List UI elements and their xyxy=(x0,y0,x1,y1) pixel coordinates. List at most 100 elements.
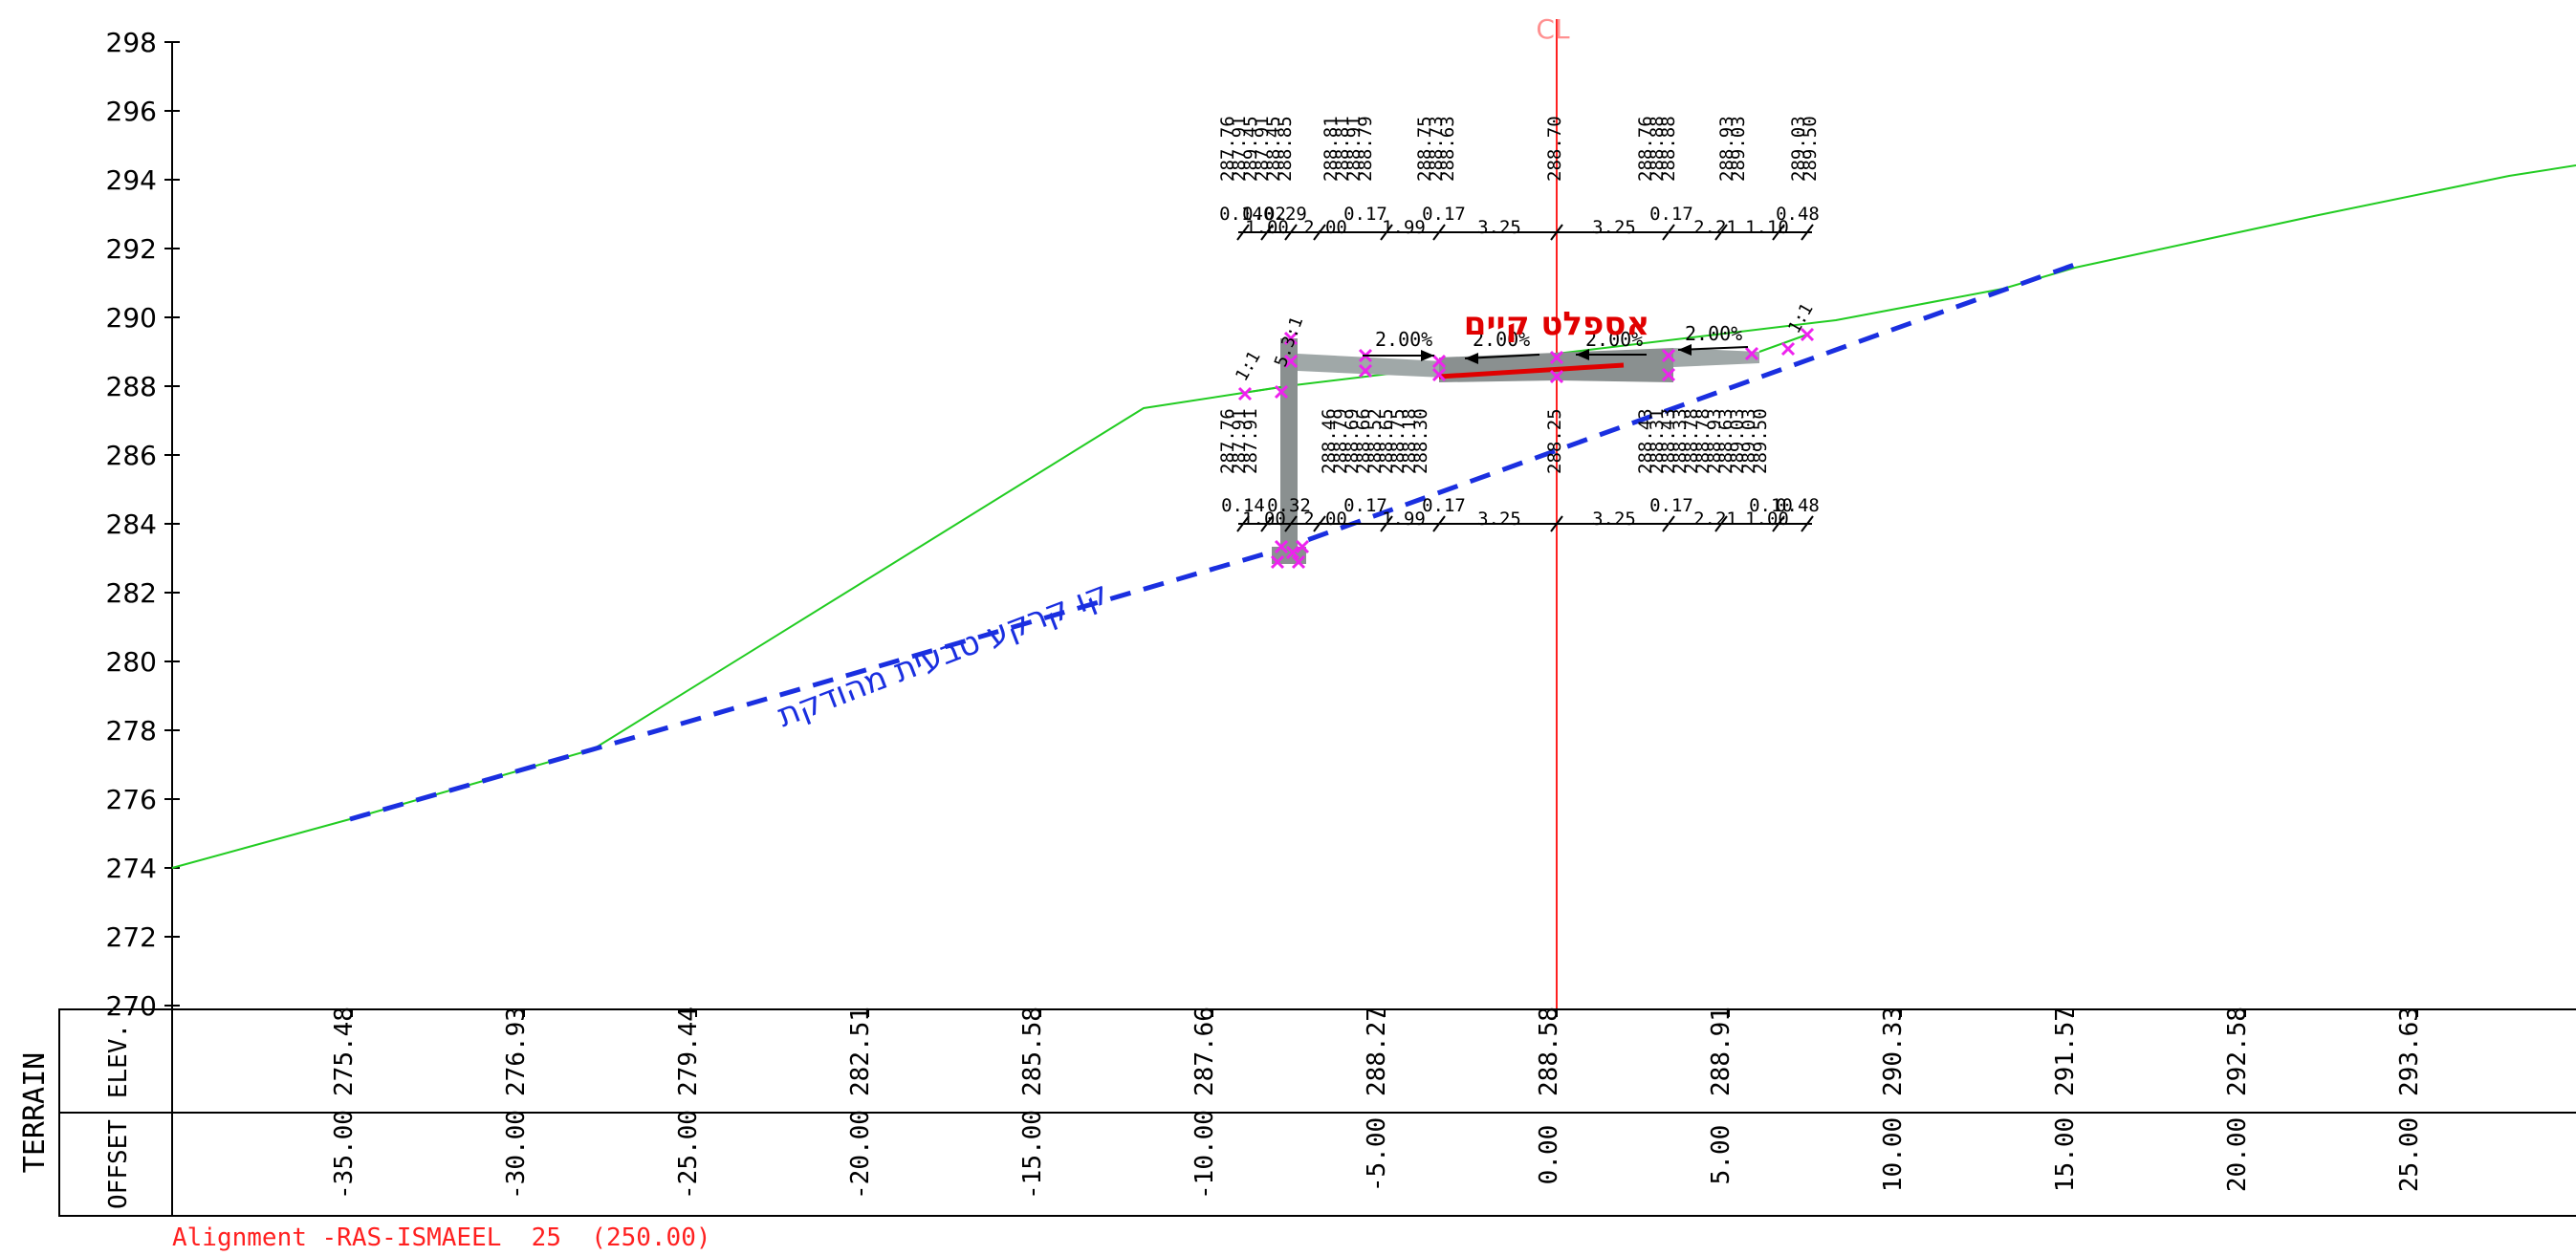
elevation-label: 288.78 xyxy=(1681,408,1702,474)
elevation-label: 288.31 xyxy=(1647,408,1668,474)
dimension-label: 0.17 xyxy=(1422,204,1466,225)
slope-arrows: 2.00% 2.00% 2.00% 2.00% xyxy=(1363,322,1749,364)
band-offset-value: -5.00 xyxy=(1363,1117,1391,1192)
section-point xyxy=(1800,327,1815,342)
dimension-tick xyxy=(1313,224,1326,241)
band-offset-value: -15.00 xyxy=(1018,1110,1047,1200)
elevation-label: 288.81 xyxy=(1321,116,1342,182)
dimension-tick xyxy=(1550,515,1563,532)
section-point xyxy=(1549,350,1564,365)
elevation-label: 289.50 xyxy=(1800,116,1821,182)
existing-asphalt-label: אספלט קיים xyxy=(1464,305,1649,343)
elevation-label: 287.91 xyxy=(1240,408,1261,474)
band-offset-value: 0.00 xyxy=(1535,1125,1563,1185)
y-tick-label: 282 xyxy=(106,577,157,609)
dimension-label: 0.48 xyxy=(1776,495,1820,516)
band-elev-value: 287.66 xyxy=(1190,1007,1219,1096)
dimension-label: 0.02 xyxy=(1242,204,1286,225)
dimension-tick xyxy=(1284,224,1298,241)
elevation-label: 288.88 xyxy=(1658,116,1679,182)
dimension-tick xyxy=(1714,224,1728,241)
section-point xyxy=(1270,554,1285,570)
natural-ground-line xyxy=(349,260,2081,822)
dimension-label: 2.21 xyxy=(1693,217,1737,238)
elevation-label: 288.85 xyxy=(1275,116,1296,182)
alignment-caption: Alignment -RAS-ISMAEEL 25 (250.00) xyxy=(172,1224,711,1252)
band-title: TERRAIN xyxy=(18,1052,52,1173)
elevation-label: 288.93 xyxy=(1716,116,1737,182)
section-point xyxy=(1431,367,1447,382)
y-tick-label: 284 xyxy=(106,509,157,540)
data-band: TERRAIN ELEV. OFFSET 275.48 -35.00 276.93 -… xyxy=(18,1007,2576,1217)
elevation-label: 288.45 xyxy=(1263,116,1284,182)
band-offset-value: 20.00 xyxy=(2223,1117,2252,1192)
band-elev-value: 288.27 xyxy=(1363,1007,1391,1096)
section-point xyxy=(1283,331,1299,346)
band-elev-value: 293.63 xyxy=(2395,1007,2424,1096)
dimension-tick xyxy=(1772,224,1785,241)
y-tick-label: 298 xyxy=(106,27,157,58)
section-point xyxy=(1291,554,1306,570)
slope-label-4: 2.00% xyxy=(1685,322,1742,345)
dimension-label: 0.17 xyxy=(1649,495,1693,516)
elevation-label: 288.75 xyxy=(1387,408,1408,474)
section-point xyxy=(1237,386,1253,401)
elevation-label: 288.33 xyxy=(1670,408,1691,474)
section-point xyxy=(1661,367,1676,382)
section-point xyxy=(1274,384,1289,400)
dimension-tick xyxy=(1380,515,1393,532)
y-tick-label: 276 xyxy=(106,784,157,815)
dimension-tick xyxy=(1772,515,1785,532)
slope-arrow-4: 2.00% xyxy=(1677,322,1749,356)
elevation-label: 288.73 xyxy=(1426,116,1447,182)
y-tick-label: 290 xyxy=(106,302,157,334)
dimension-tick xyxy=(1432,515,1446,532)
elevation-label: 288.69 xyxy=(1342,408,1363,474)
dimension-tick xyxy=(1550,224,1563,241)
slope-label-3: 2.00% xyxy=(1585,328,1643,351)
section-point xyxy=(1283,354,1299,369)
band-offset-value: -35.00 xyxy=(330,1110,359,1200)
dimension-label: 0.14 xyxy=(1219,204,1263,225)
band-offset-value: 10.00 xyxy=(1879,1117,1908,1192)
dimension-label: 2.00 xyxy=(1303,217,1347,238)
dimension-label: 3.25 xyxy=(1477,509,1521,530)
dimension-tick xyxy=(1313,515,1326,532)
bottom-dimension-line: 0.14 0.321.00 2.000.171.990.173.25 3.250.17… xyxy=(1221,495,1820,532)
band-elev-value: 285.58 xyxy=(1018,1007,1047,1096)
band-elev-value: 275.48 xyxy=(330,1007,359,1096)
y-tick-label: 288 xyxy=(106,371,157,402)
band-elev-value: 288.91 xyxy=(1707,1007,1736,1096)
dimension-tick xyxy=(1714,515,1728,532)
side-slope-left-label: 1:1 xyxy=(1232,348,1264,385)
elevation-label: 287.91 xyxy=(1229,116,1250,182)
dimension-tick xyxy=(1801,224,1814,241)
y-tick-label: 292 xyxy=(106,233,157,265)
band-elev-value: 276.93 xyxy=(502,1007,531,1096)
elevation-label: 288.76 xyxy=(1635,116,1656,182)
elevation-label: 289.03 xyxy=(1727,408,1748,474)
dimension-label: 0.29 xyxy=(1263,204,1307,225)
elevation-label: 288.18 xyxy=(1399,408,1420,474)
shoulder-right xyxy=(1673,348,1759,367)
band-offset-value: 15.00 xyxy=(2051,1117,2080,1192)
section-point xyxy=(1295,539,1310,554)
elevation-label: 288.66 xyxy=(1353,408,1374,474)
elevation-label: 288.78 xyxy=(1692,408,1714,474)
section-point xyxy=(1549,369,1564,384)
dimension-tick xyxy=(1260,515,1274,532)
elevation-label: 288.63 xyxy=(1437,116,1458,182)
y-tick-label: 278 xyxy=(106,715,157,747)
dimension-label: 0.48 xyxy=(1776,204,1820,225)
dimension-label: 0.17 xyxy=(1343,495,1387,516)
dimension-label: 2.00 xyxy=(1303,509,1347,530)
section-point xyxy=(1274,539,1289,554)
centerline: CL xyxy=(1536,13,1570,1009)
elevation-label: 289.50 xyxy=(1750,408,1771,474)
dimension-tick xyxy=(1662,515,1675,532)
section-point xyxy=(1780,341,1796,357)
dimension-tick xyxy=(1284,515,1298,532)
centerline-label: CL xyxy=(1536,13,1570,45)
